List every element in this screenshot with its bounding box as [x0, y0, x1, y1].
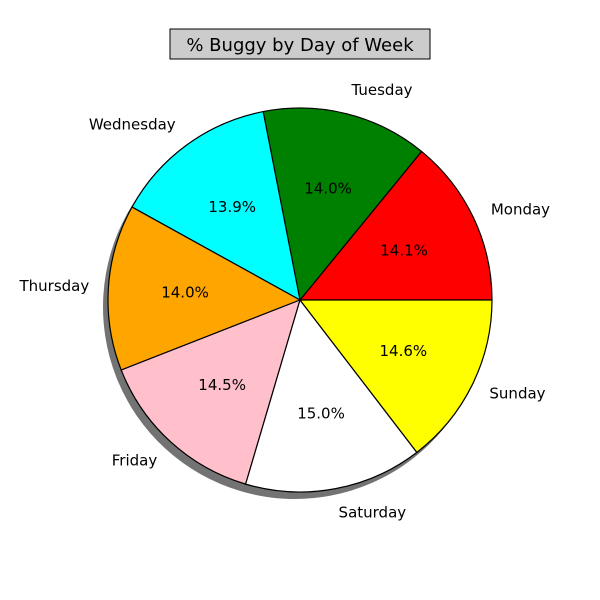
- pie-percent-label-tuesday: 14.0%: [304, 179, 352, 197]
- pie-slice-tuesday: [262, 107, 423, 301]
- pie-slice-monday: [299, 150, 493, 301]
- pie-slice-wednesday: [131, 110, 301, 301]
- pie-category-label-thursday: Thursday: [19, 277, 90, 295]
- chart-title: % Buggy by Day of Week: [186, 35, 414, 56]
- pie-category-label-wednesday: Wednesday: [89, 115, 176, 133]
- pie-category-labels: Monday Tuesday Wednesday Thursday Friday Satu…: [19, 81, 551, 521]
- chart-title-box: [169, 28, 431, 60]
- pie-slice-friday: [120, 299, 301, 485]
- chart-title-group: % Buggy by Day of Week: [169, 28, 431, 60]
- pie-slice-saturday: [245, 299, 418, 493]
- pie-category-label-friday: Friday: [112, 452, 158, 470]
- pie-percent-label-friday: 14.5%: [198, 376, 246, 394]
- pie-slice-sunday: [299, 299, 493, 453]
- pie-category-label-sunday: Sunday: [489, 384, 545, 402]
- pie-slice-thursday: [107, 206, 301, 371]
- pie-percent-label-thursday: 14.0%: [161, 283, 209, 301]
- pie-percent-label-saturday: 15.0%: [297, 404, 345, 422]
- pie-percent-label-monday: 14.1%: [380, 242, 428, 260]
- pie-percent-labels: 14.1% 14.0% 13.9% 14.0% 14.5% 15.0% 14.6%: [161, 179, 428, 422]
- pie-category-label-saturday: Saturday: [339, 504, 407, 522]
- pie-slices: [107, 107, 493, 493]
- pie-percent-label-wednesday: 13.9%: [208, 198, 256, 216]
- pie-category-label-monday: Monday: [491, 201, 550, 219]
- pie-category-label-tuesday: Tuesday: [351, 81, 413, 99]
- pie-percent-label-sunday: 14.6%: [379, 342, 427, 360]
